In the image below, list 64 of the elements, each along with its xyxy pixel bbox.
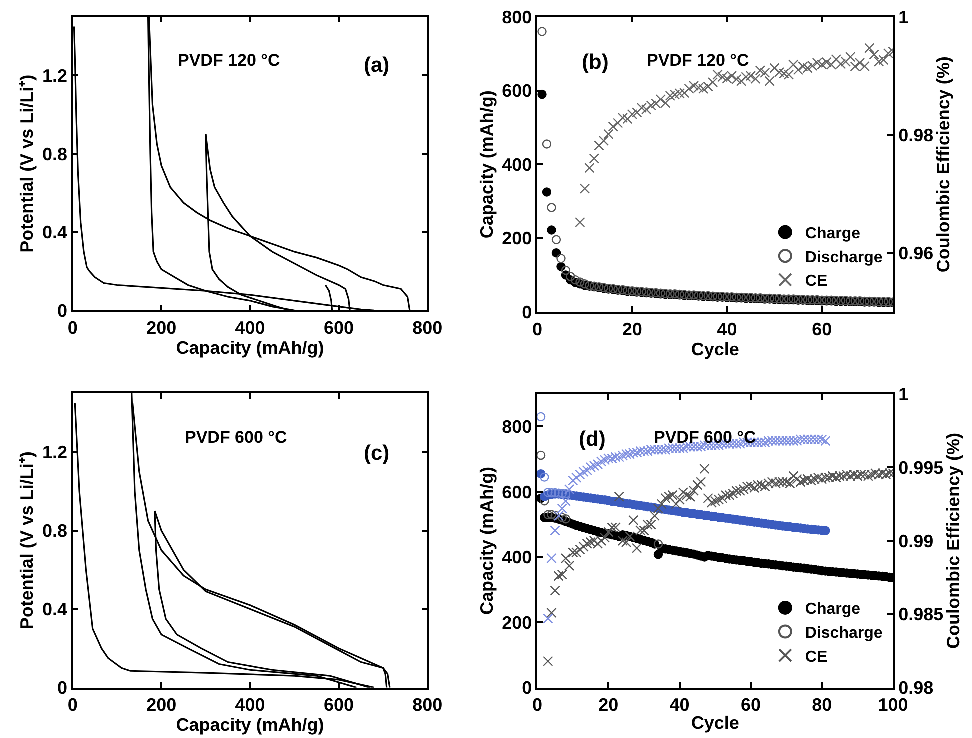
- text: PVDF 600 °C: [185, 428, 288, 447]
- y-tick-label: 1.2: [42, 66, 68, 86]
- y-tick-label: 1.2: [42, 442, 68, 463]
- y-tick-label: 800: [502, 7, 532, 28]
- y-axis-title: Potential (V vs Li/Li⁺): [17, 452, 38, 630]
- y-tick-label: 200: [502, 612, 532, 633]
- x-axis-title: Cycle: [691, 712, 740, 733]
- y-tick-label: 400: [502, 548, 532, 568]
- x-tick-label: 200: [146, 318, 177, 338]
- x-tick-label: 400: [235, 695, 266, 716]
- x-axis-title: Capacity (mAh/g): [176, 338, 324, 358]
- x-tick-label: 20: [598, 695, 619, 716]
- x-tick-label: 60: [812, 320, 832, 340]
- y-tick-label: 0: [522, 302, 532, 322]
- x-tick-label: 600: [324, 318, 354, 338]
- y-tick-label: 600: [502, 81, 532, 102]
- x-tick-label: 80: [812, 695, 832, 716]
- x-tick-label: 800: [412, 695, 443, 716]
- y-tick-label: 0.8: [42, 144, 68, 164]
- annotation: (c): [364, 442, 390, 465]
- annotation: (a): [364, 54, 390, 77]
- y2-tick-label: 1: [898, 7, 909, 28]
- y2-tick-label: 0.985: [898, 604, 944, 625]
- y2-tick-label: 0.99: [898, 531, 934, 552]
- y-tick-label: 0.8: [42, 521, 68, 542]
- y-tick-label: 600: [502, 482, 532, 502]
- y-axis-title: Potential (V vs Li/Li⁺): [17, 74, 38, 253]
- y-tick-label: 800: [502, 417, 532, 438]
- x-tick-label: 60: [740, 695, 761, 716]
- y2-tick-label: 1: [898, 384, 909, 404]
- y2-tick-label: 0.995: [898, 458, 944, 478]
- y-tick-label: 0.4: [42, 222, 68, 243]
- y2-tick-label: 0.96: [898, 243, 934, 264]
- x-tick-label: 40: [670, 695, 690, 716]
- y-tick-label: 0: [522, 678, 532, 698]
- legend-label: CE: [805, 273, 828, 290]
- x-tick-label: 20: [622, 320, 642, 340]
- y-tick-label: 200: [502, 228, 532, 249]
- y-tick-label: 0: [58, 300, 68, 321]
- y2-axis-title: Coulombic Efficiency (%): [944, 432, 964, 649]
- y-tick-label: 400: [502, 154, 532, 175]
- text: PVDF 120 °C: [647, 51, 750, 70]
- text: PVDF 120 °C: [178, 51, 280, 70]
- legend-label: Discharge: [805, 249, 883, 266]
- y-tick-label: 0: [58, 678, 68, 698]
- legend-label: Charge: [805, 601, 861, 618]
- legend-label: Charge: [805, 226, 861, 243]
- y-axis-title: Capacity (mAh/g): [476, 90, 497, 239]
- x-tick-label: 200: [146, 695, 177, 716]
- legend-label: CE: [805, 648, 828, 666]
- x-axis-title: Capacity (mAh/g): [176, 715, 324, 736]
- y2-tick-label: 0.98: [898, 125, 934, 146]
- text: PVDF 600 °C: [654, 428, 756, 447]
- y-tick-label: 0.4: [42, 600, 68, 620]
- x-tick-label: 600: [324, 695, 354, 716]
- legend-label: Discharge: [805, 624, 883, 642]
- annotation: (d): [579, 428, 606, 451]
- y-axis-title: Capacity (mAh/g): [476, 466, 497, 615]
- x-tick-label: 800: [412, 318, 443, 338]
- y2-axis-title: Coulombic Efficiency (%): [934, 56, 954, 273]
- x-axis-title: Cycle: [691, 340, 740, 360]
- annotation: (b): [582, 51, 609, 74]
- x-tick-label: 400: [235, 318, 266, 338]
- x-tick-label: 40: [717, 320, 738, 340]
